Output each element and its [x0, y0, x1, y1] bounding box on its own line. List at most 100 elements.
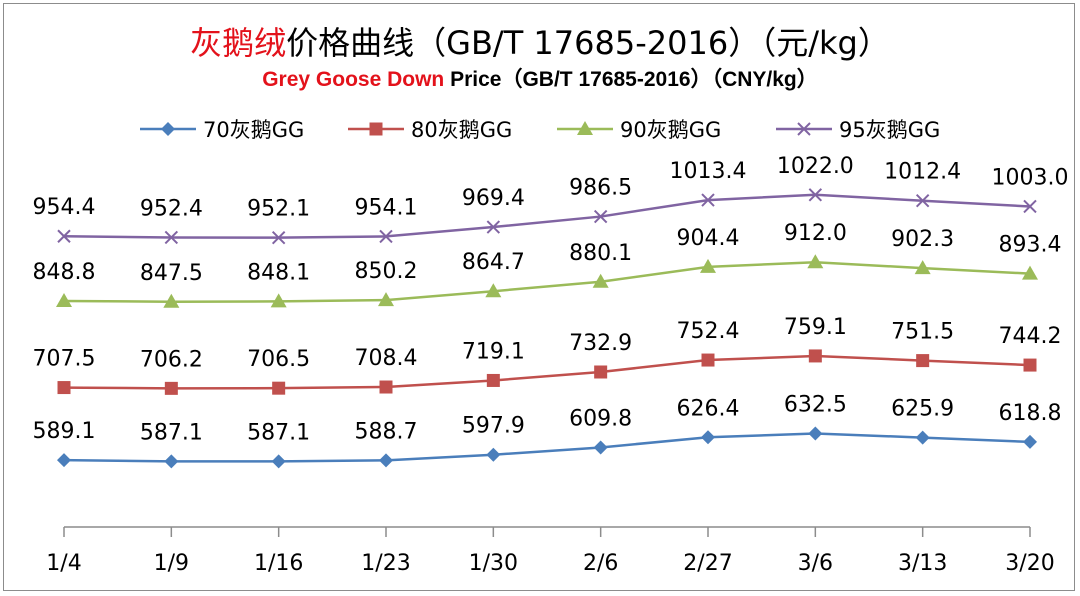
data-label: 902.3: [891, 227, 954, 252]
data-label: 732.9: [569, 331, 632, 356]
legend-label: 80灰鹅GG: [411, 118, 512, 142]
data-label: 904.4: [677, 226, 740, 251]
legend-label: 90灰鹅GG: [620, 118, 721, 142]
series-2: 707.5 706.2 706.5 708.4 719.1 732.9 752.4 759.1…: [33, 315, 1062, 395]
data-label: 912.0: [784, 221, 847, 246]
data-label: 587.1: [247, 420, 310, 445]
data-label: 864.7: [462, 250, 525, 275]
data-label: 719.1: [462, 339, 525, 364]
series-line: [63, 432, 1031, 463]
x-tick-label: 1/4: [46, 551, 81, 576]
data-label: 880.1: [569, 241, 632, 266]
data-label: 751.5: [891, 320, 954, 345]
data-label: 609.8: [569, 406, 632, 431]
series-line: [63, 193, 1031, 239]
data-point: [56, 292, 72, 307]
data-point: [593, 209, 608, 224]
data-point: [379, 229, 393, 244]
data-point: [700, 258, 716, 273]
data-point: [592, 273, 609, 288]
data-point: [701, 193, 715, 207]
x-tick-label: 1/9: [154, 551, 189, 576]
data-label: 1013.4: [670, 159, 747, 184]
legend-marker: [369, 122, 383, 136]
data-point: [272, 381, 286, 395]
x-tick-label: 1/30: [469, 551, 518, 576]
data-point: [164, 381, 178, 395]
data-point: [378, 292, 394, 307]
data-point: [1023, 434, 1037, 449]
chart-title-cn-highlight: 灰鹅绒: [190, 24, 287, 62]
data-point: [164, 230, 179, 245]
data-point: [594, 365, 608, 379]
data-point: [808, 426, 823, 441]
data-label: 848.1: [247, 260, 310, 285]
series-line: [63, 354, 1031, 390]
data-label: 632.5: [784, 393, 847, 418]
x-tick-label: 3/13: [898, 551, 947, 576]
data-point: [808, 349, 822, 363]
data-point: [163, 293, 180, 308]
data-point: [1022, 265, 1038, 280]
data-label: 848.8: [33, 260, 96, 285]
data-point: [1023, 199, 1037, 214]
data-point: [486, 220, 501, 234]
data-label: 587.1: [140, 420, 203, 445]
legend-marker: [577, 121, 593, 135]
data-point: [808, 188, 823, 202]
data-point: [57, 229, 71, 243]
chart-title-en-highlight: Grey Goose Down: [262, 68, 445, 91]
data-label: 969.4: [462, 186, 525, 211]
x-tick-label: 2/27: [683, 551, 732, 576]
data-label: 952.4: [140, 196, 203, 221]
x-tick-label: 3/20: [1005, 551, 1054, 576]
data-point: [379, 453, 393, 468]
data-label: 1003.0: [992, 165, 1069, 190]
data-label: 952.1: [247, 197, 310, 222]
data-label: 847.5: [140, 261, 203, 286]
series-line: [63, 260, 1031, 304]
data-point: [271, 454, 286, 469]
data-point: [57, 381, 71, 395]
x-tick-label: 2/6: [583, 551, 618, 576]
data-point: [486, 373, 500, 387]
data-point: [270, 293, 287, 308]
chart-title-en: Grey Goose Down Price（GB/T 17685-2016）（C…: [0, 63, 1080, 93]
data-label: 744.2: [999, 324, 1062, 349]
legend-marker: [797, 122, 811, 136]
data-point: [271, 230, 286, 245]
data-point: [57, 453, 71, 468]
data-point: [485, 283, 502, 298]
chart-frame: [3, 3, 1075, 591]
legend-label: 95灰鹅GG: [839, 118, 940, 142]
data-point: [701, 353, 715, 367]
chart-title-en-rest: Price（GB/T 17685-2016）（CNY/kg）: [444, 68, 818, 91]
data-point: [807, 254, 824, 269]
data-label: 850.2: [355, 259, 418, 284]
data-label: 706.5: [247, 347, 310, 372]
x-tick-label: 1/23: [361, 551, 410, 576]
data-label: 588.7: [355, 419, 418, 444]
data-label: 1012.4: [884, 160, 961, 185]
data-point: [915, 193, 930, 208]
data-point: [593, 440, 608, 455]
data-label: 954.4: [33, 195, 96, 220]
x-tick-label: 1/16: [254, 551, 303, 576]
data-label: 1022.0: [777, 154, 854, 179]
data-label: 589.1: [33, 419, 96, 444]
data-point: [915, 430, 930, 445]
data-point: [164, 454, 179, 469]
data-label: 706.2: [140, 347, 203, 372]
legend: 70灰鹅GG 80灰鹅GG 90灰鹅GG 95灰鹅GG: [140, 118, 940, 142]
chart-title-cn-rest: 价格曲线（GB/T 17685-2016）（元/kg）: [286, 24, 890, 62]
series-1: 589.1 587.1 587.1 588.7 597.9 609.8 626.4 632.5…: [33, 393, 1061, 469]
legend-marker: [161, 122, 175, 136]
data-point: [916, 354, 930, 368]
series-4: 954.4 952.4 952.1 954.1 969.4 986.5 1013.4 1022…: [33, 154, 1069, 245]
data-label: 752.4: [677, 319, 740, 344]
data-point: [486, 447, 501, 462]
x-axis: 1/4 1/9 1/16 1/23 1/30 2/6 2/27 3/6 3/13 3/20: [46, 526, 1055, 576]
data-point: [701, 430, 715, 445]
series-group: 589.1 587.1 587.1 588.7 597.9 609.8 626.4 632.5…: [33, 154, 1069, 469]
